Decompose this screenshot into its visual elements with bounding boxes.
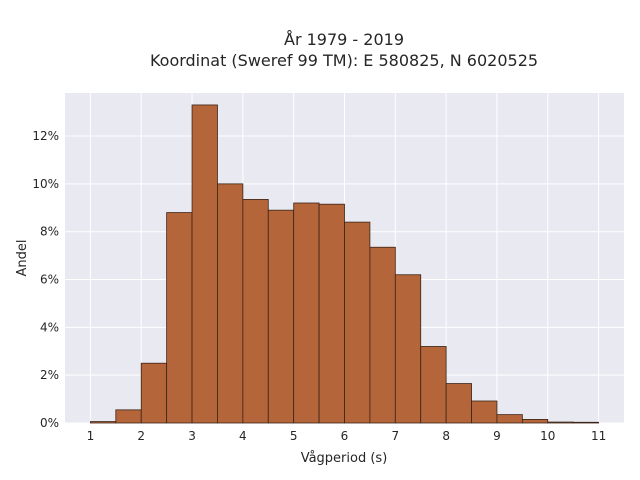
y-tick-label: 0% <box>40 416 59 430</box>
histogram-bar <box>369 246 396 424</box>
x-tick-label: 9 <box>493 429 501 443</box>
chart-title: År 1979 - 2019 <box>284 30 404 49</box>
histogram-bar <box>471 400 498 424</box>
x-tick-label: 7 <box>391 429 399 443</box>
histogram-bar <box>318 203 345 424</box>
x-tick-label: 1 <box>87 429 95 443</box>
y-tick-label: 2% <box>40 368 59 382</box>
x-tick-label: 6 <box>341 429 349 443</box>
x-tick-label: 5 <box>290 429 298 443</box>
histogram-bar <box>166 212 193 424</box>
x-axis-ticks: 1 2 3 4 5 6 7 8 9 10 11 <box>87 429 607 443</box>
x-tick-label: 10 <box>540 429 555 443</box>
y-tick-label: 12% <box>32 129 59 143</box>
x-tick-label: 4 <box>239 429 247 443</box>
histogram-bar <box>420 346 447 424</box>
histogram-bar <box>496 414 523 424</box>
histogram-bar <box>293 202 320 424</box>
histogram-bar <box>394 274 422 424</box>
histogram-bar <box>344 221 371 424</box>
y-tick-label: 10% <box>32 177 59 191</box>
histogram-bar <box>242 199 269 424</box>
x-axis-label: Vågperiod (s) <box>301 451 388 466</box>
x-tick-label: 8 <box>442 429 450 443</box>
y-tick-label: 4% <box>40 320 59 334</box>
histogram-bar <box>572 421 599 424</box>
y-axis-ticks: 0% 2% 4% 6% 8% 10% 12% <box>32 129 59 430</box>
bars <box>90 104 599 424</box>
histogram-bar <box>140 362 168 424</box>
x-tick-label: 3 <box>188 429 196 443</box>
x-tick-label: 11 <box>591 429 606 443</box>
histogram-bar <box>547 421 574 424</box>
histogram-bar <box>445 383 472 424</box>
histogram-bar <box>217 183 244 424</box>
histogram-bar <box>521 419 549 424</box>
x-tick-label: 2 <box>137 429 145 443</box>
chart-subtitle: Koordinat (Sweref 99 TM): E 580825, N 60… <box>150 51 538 70</box>
histogram-bar <box>267 209 295 424</box>
histogram-bar <box>115 409 142 424</box>
histogram-bar <box>191 104 218 424</box>
y-axis-label: Andel <box>15 240 30 277</box>
y-tick-label: 6% <box>40 273 59 287</box>
y-tick-label: 8% <box>40 225 59 239</box>
histogram-bar <box>90 421 117 424</box>
